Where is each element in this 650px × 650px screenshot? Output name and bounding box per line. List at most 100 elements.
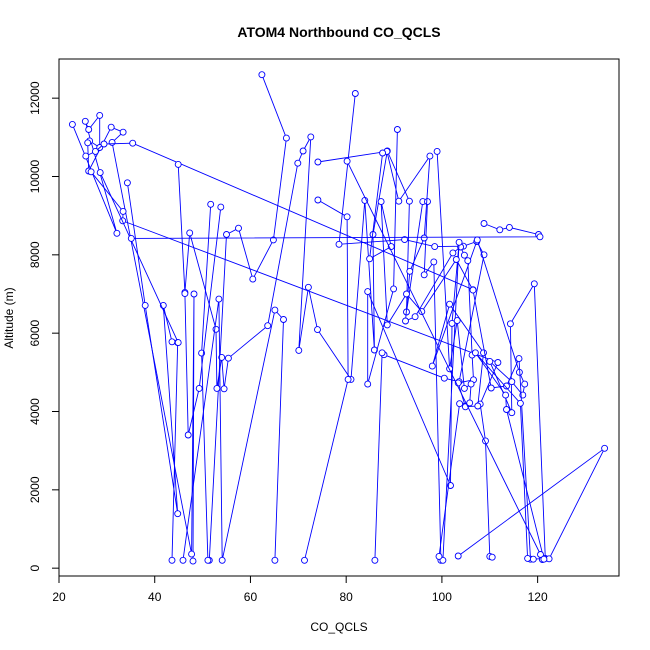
x-axis: 20 40 60 80 100 120 <box>52 575 548 604</box>
x-tick-label: 100 <box>432 590 452 604</box>
data-point <box>424 198 431 206</box>
series-10 <box>198 200 215 564</box>
data-point <box>464 257 472 265</box>
data-point <box>516 399 524 407</box>
data-point <box>487 384 495 392</box>
data-point <box>503 406 510 413</box>
data-point <box>174 510 182 518</box>
data-point <box>141 301 149 309</box>
data-point <box>431 243 439 251</box>
data-point <box>188 550 196 558</box>
y-axis: 0 2000 4000 6000 8000 10000 12000 <box>28 81 60 572</box>
data-point <box>224 354 232 362</box>
data-point <box>119 128 127 136</box>
data-point <box>215 295 223 303</box>
data-point <box>235 224 242 232</box>
data-point <box>428 362 436 370</box>
data-point <box>474 402 482 410</box>
data-point <box>435 552 443 560</box>
series-line <box>304 199 349 561</box>
data-point <box>174 339 182 347</box>
data-point <box>446 300 454 308</box>
data-point <box>213 384 221 392</box>
data-point <box>395 197 403 205</box>
data-point <box>473 236 481 244</box>
data-point <box>344 375 352 383</box>
x-axis-label: CO_QCLS <box>310 620 367 634</box>
data-point <box>403 290 410 298</box>
series-11 <box>181 203 225 439</box>
data-point <box>433 147 441 155</box>
data-point <box>269 236 277 244</box>
data-point <box>271 306 279 314</box>
data-point <box>393 126 401 133</box>
data-point <box>129 139 137 147</box>
data-point <box>426 152 434 160</box>
data-point <box>494 359 502 366</box>
data-point <box>168 556 176 564</box>
data-point <box>127 234 135 242</box>
data-point <box>294 159 302 167</box>
data-point <box>449 249 457 257</box>
x-tick-label: 80 <box>339 590 353 604</box>
data-point <box>530 280 538 288</box>
data-point <box>366 255 374 263</box>
data-point <box>295 346 303 354</box>
data-point <box>204 556 212 564</box>
data-point <box>181 290 189 298</box>
data-point <box>168 338 176 346</box>
series-7 <box>96 169 182 347</box>
data-point <box>455 238 463 246</box>
data-point <box>601 444 609 452</box>
data-point <box>469 286 477 294</box>
data-point <box>453 317 461 325</box>
y-tick-label: 8000 <box>28 241 42 268</box>
series-5 <box>87 168 502 561</box>
data-point <box>524 554 532 562</box>
data-point <box>405 197 413 205</box>
data-point <box>456 400 464 408</box>
data-point <box>505 223 513 231</box>
data-point <box>401 236 409 244</box>
data-point <box>314 326 321 334</box>
data-point <box>430 258 438 266</box>
chart-title: ATOM4 Northbound CO_QCLS <box>237 24 440 40</box>
data-point <box>379 149 387 157</box>
data-point <box>377 198 385 206</box>
series-18 <box>343 157 548 563</box>
data-point <box>496 226 504 234</box>
data-point <box>299 147 307 155</box>
data-point <box>271 556 279 564</box>
data-point <box>189 557 197 565</box>
series-16 <box>127 220 544 242</box>
x-tick-label: 60 <box>244 590 258 604</box>
data-point <box>87 168 95 176</box>
data-point <box>390 285 398 293</box>
series-line <box>182 299 284 561</box>
data-point <box>361 196 369 204</box>
data-point <box>100 140 108 148</box>
data-point <box>258 71 266 79</box>
data-point <box>420 234 428 242</box>
data-point <box>351 90 359 97</box>
data-point <box>91 147 99 155</box>
data-point <box>82 152 90 160</box>
data-point <box>343 157 351 165</box>
series-3 <box>68 111 198 565</box>
data-point <box>460 251 468 259</box>
data-point <box>343 213 351 221</box>
data-point <box>537 551 544 558</box>
data-point <box>383 321 391 329</box>
data-point <box>364 288 372 296</box>
y-axis-label: Altitude (m) <box>2 287 16 348</box>
data-point <box>466 399 474 407</box>
data-point <box>471 349 479 357</box>
series-9 <box>179 295 287 564</box>
data-point <box>84 139 92 147</box>
data-point <box>454 552 462 560</box>
series-14 <box>364 126 463 564</box>
series-line <box>367 129 460 561</box>
series-4 <box>82 139 477 294</box>
